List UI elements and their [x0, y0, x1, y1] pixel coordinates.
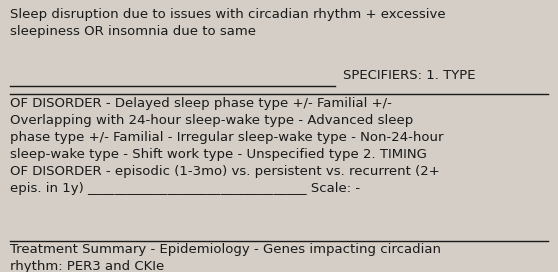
Text: OF DISORDER - Delayed sleep phase type +/- Familial +/-
Overlapping with 24-hour: OF DISORDER - Delayed sleep phase type +…: [10, 97, 444, 194]
Text: Sleep disruption due to issues with circadian rhythm + excessive
sleepiness OR i: Sleep disruption due to issues with circ…: [10, 8, 446, 38]
Text: SPECIFIERS: 1. TYPE: SPECIFIERS: 1. TYPE: [343, 69, 475, 82]
Text: Treatment Summary - Epidemiology - Genes impacting circadian
rhythm: PER3 and CK: Treatment Summary - Epidemiology - Genes…: [10, 243, 441, 272]
